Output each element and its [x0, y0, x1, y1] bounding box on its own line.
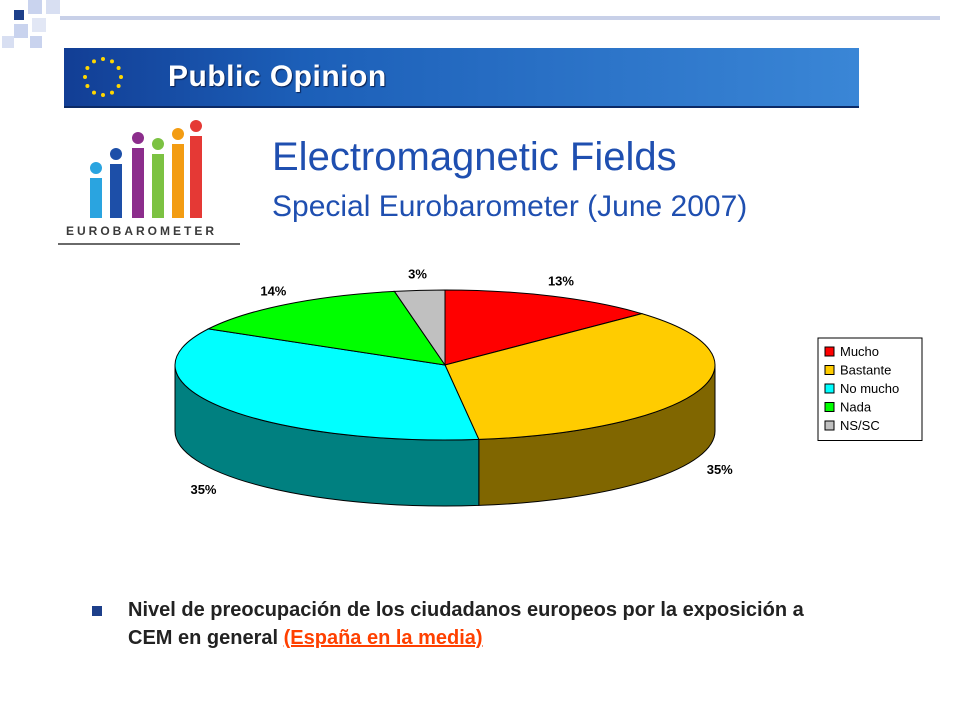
eu-stars-icon — [83, 57, 123, 97]
chart-legend: Mucho Bastante No mucho Nada NS/SC — [817, 337, 923, 441]
legend-box — [817, 337, 923, 441]
pie-slice-mucho — [444, 289, 644, 366]
legend-swatch-bastante — [824, 365, 835, 375]
eurobarometer-logo-icon — [90, 120, 202, 218]
bullet-icon — [92, 606, 102, 616]
legend-swatch-ns-sc — [824, 420, 835, 431]
top-rule — [60, 16, 940, 20]
caption: Nivel de preocupación de los ciudadanos … — [128, 596, 848, 652]
pie-label-ns-sc: 3% — [408, 266, 427, 281]
caption-text: Nivel de preocupación de los ciudadanos … — [128, 599, 804, 649]
corner-decoration — [2, 0, 60, 48]
banner-title: Public Opinion — [168, 60, 387, 93]
legend-label-mucho: Mucho — [840, 344, 879, 359]
legend-label-ns-sc: NS/SC — [840, 418, 880, 433]
pie-label-no-mucho: 35% — [190, 482, 216, 497]
pie-slice-ns-sc — [393, 289, 446, 367]
pie-label-bastante: 35% — [707, 462, 733, 477]
legend-label-bastante: Bastante — [840, 363, 891, 378]
page-subtitle: Special Eurobarometer (June 2007) — [272, 190, 748, 223]
legend-swatch-no-mucho — [824, 383, 835, 394]
legend-swatch-nada — [824, 402, 835, 412]
logo-underline — [58, 243, 240, 245]
page-title: Electromagnetic Fields — [272, 135, 677, 179]
pie-label-mucho: 13% — [548, 273, 574, 288]
pie-slice-nada — [206, 290, 447, 366]
pie-slice-no-mucho — [174, 328, 480, 441]
spain-average-link[interactable]: (España en la media) — [283, 627, 483, 649]
pie-label-nada: 14% — [260, 283, 286, 298]
legend-swatch-mucho — [824, 346, 835, 357]
legend-label-no-mucho: No mucho — [840, 381, 899, 396]
public-opinion-banner: Public Opinion — [64, 48, 859, 108]
pie-slice-bastante — [444, 313, 716, 440]
logo-wordmark: EUROBAROMETER — [66, 224, 218, 238]
legend-label-nada: Nada — [840, 400, 872, 415]
